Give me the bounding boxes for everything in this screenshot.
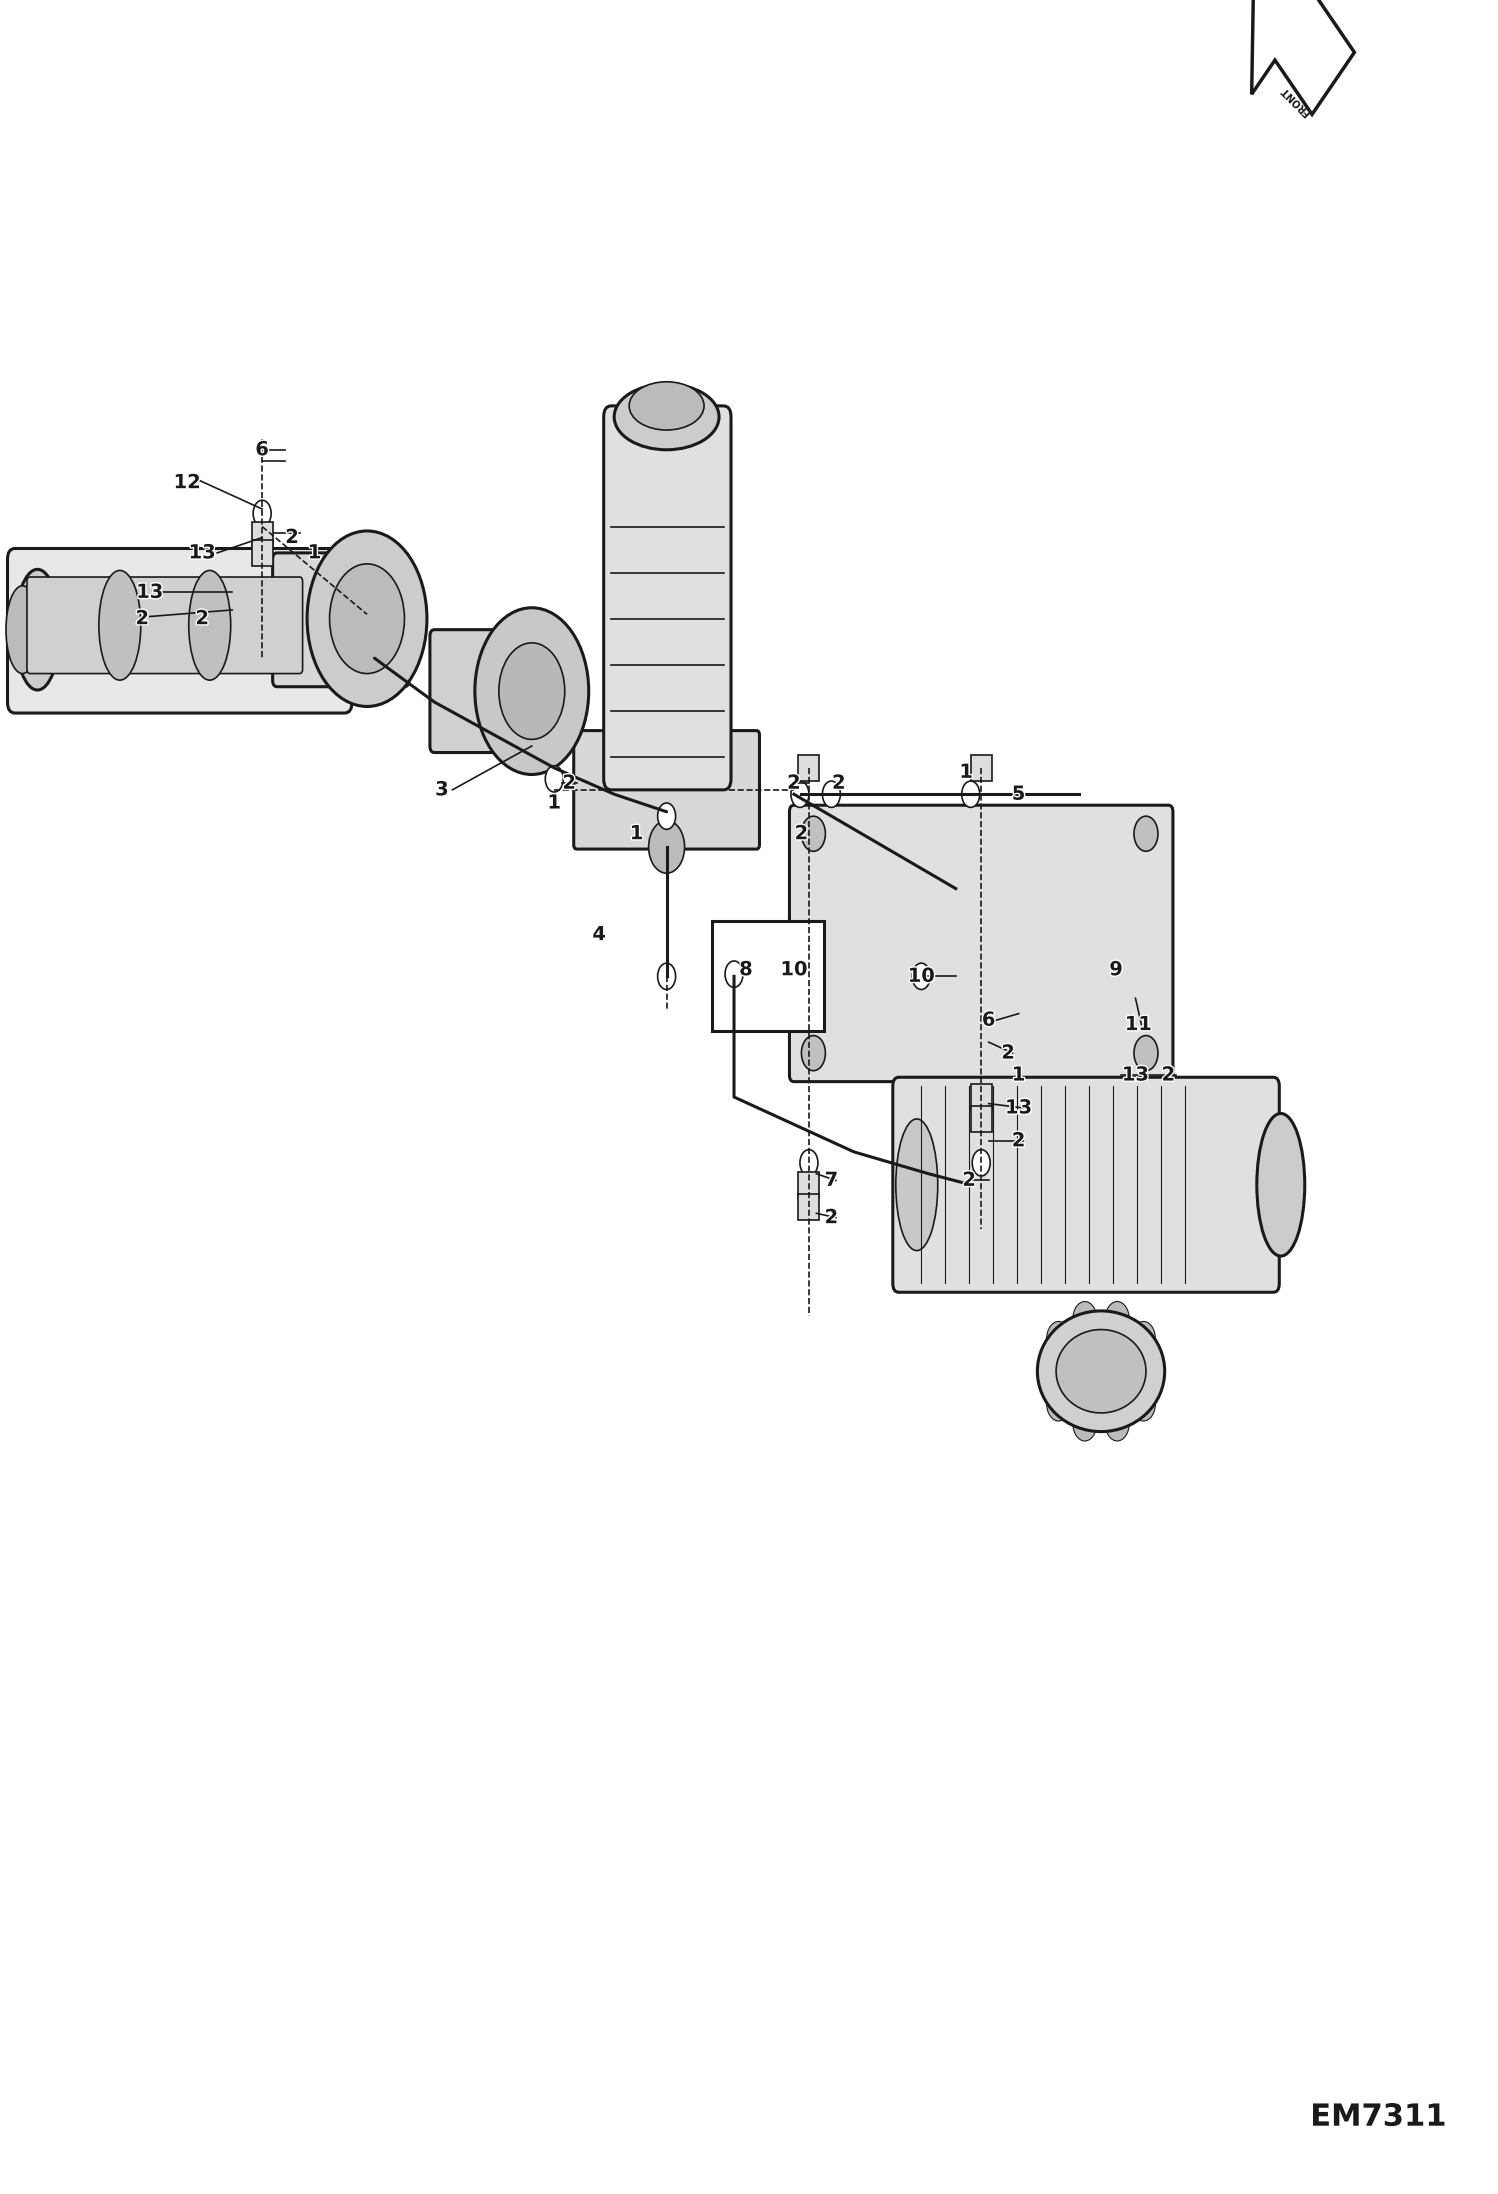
Ellipse shape bbox=[1037, 1310, 1165, 1433]
Text: 13: 13 bbox=[189, 544, 216, 562]
Text: 4: 4 bbox=[592, 926, 607, 943]
Bar bbox=[252, 522, 273, 548]
Ellipse shape bbox=[189, 570, 231, 680]
Ellipse shape bbox=[629, 382, 704, 430]
Circle shape bbox=[475, 608, 589, 774]
Text: 1: 1 bbox=[959, 764, 974, 781]
FancyBboxPatch shape bbox=[7, 548, 352, 713]
Circle shape bbox=[801, 1036, 825, 1071]
Circle shape bbox=[1037, 1354, 1061, 1389]
Circle shape bbox=[822, 781, 840, 807]
FancyBboxPatch shape bbox=[893, 1077, 1279, 1292]
Ellipse shape bbox=[99, 570, 141, 680]
Circle shape bbox=[972, 1150, 990, 1176]
Circle shape bbox=[649, 821, 685, 873]
Text: 9: 9 bbox=[1109, 961, 1124, 979]
Ellipse shape bbox=[6, 586, 39, 674]
Circle shape bbox=[1106, 1301, 1129, 1336]
Text: 10: 10 bbox=[780, 961, 807, 979]
Circle shape bbox=[725, 961, 743, 987]
Circle shape bbox=[801, 816, 825, 851]
FancyBboxPatch shape bbox=[604, 406, 731, 790]
Circle shape bbox=[545, 766, 563, 792]
Text: EM7311: EM7311 bbox=[1311, 2102, 1446, 2133]
Text: 2: 2 bbox=[831, 774, 846, 792]
FancyBboxPatch shape bbox=[574, 731, 759, 849]
Text: 2: 2 bbox=[562, 774, 577, 792]
Circle shape bbox=[1073, 1301, 1097, 1336]
Text: 2: 2 bbox=[824, 1209, 839, 1226]
FancyBboxPatch shape bbox=[27, 577, 303, 674]
Circle shape bbox=[1047, 1387, 1071, 1422]
Circle shape bbox=[330, 564, 404, 674]
Circle shape bbox=[658, 963, 676, 989]
Bar bbox=[252, 540, 273, 566]
Circle shape bbox=[912, 963, 930, 989]
Ellipse shape bbox=[614, 384, 719, 450]
Text: 2: 2 bbox=[135, 610, 150, 627]
Text: 2: 2 bbox=[786, 774, 801, 792]
Circle shape bbox=[307, 531, 427, 706]
Circle shape bbox=[1131, 1387, 1155, 1422]
Text: 1: 1 bbox=[307, 544, 322, 562]
Text: 10: 10 bbox=[908, 968, 935, 985]
Text: 1: 1 bbox=[547, 794, 562, 812]
Circle shape bbox=[791, 781, 809, 807]
Circle shape bbox=[800, 1150, 818, 1176]
Bar bbox=[971, 755, 992, 781]
Ellipse shape bbox=[896, 1119, 938, 1251]
Circle shape bbox=[1073, 1406, 1097, 1441]
Circle shape bbox=[253, 500, 271, 527]
Circle shape bbox=[1106, 1406, 1129, 1441]
Ellipse shape bbox=[1056, 1330, 1146, 1413]
Bar bbox=[971, 1106, 992, 1132]
Ellipse shape bbox=[15, 570, 60, 691]
Bar bbox=[798, 1194, 819, 1220]
Text: 5: 5 bbox=[1011, 785, 1026, 803]
Bar bbox=[798, 755, 819, 781]
Text: 12: 12 bbox=[174, 474, 201, 491]
Text: 1: 1 bbox=[629, 825, 644, 842]
Text: 13: 13 bbox=[1122, 1066, 1149, 1084]
Text: 6: 6 bbox=[255, 441, 270, 459]
FancyBboxPatch shape bbox=[789, 805, 1173, 1082]
Ellipse shape bbox=[27, 599, 48, 660]
Text: 13: 13 bbox=[1005, 1099, 1032, 1117]
Text: FRONT: FRONT bbox=[1279, 83, 1312, 118]
FancyBboxPatch shape bbox=[273, 553, 409, 687]
Text: 13: 13 bbox=[136, 584, 163, 601]
Bar bbox=[971, 1084, 992, 1110]
Text: 6: 6 bbox=[981, 1011, 996, 1029]
Text: 2: 2 bbox=[1011, 1132, 1026, 1150]
Circle shape bbox=[1141, 1354, 1165, 1389]
Circle shape bbox=[1134, 1036, 1158, 1071]
Text: 2: 2 bbox=[285, 529, 300, 546]
Circle shape bbox=[499, 643, 565, 739]
Text: 2: 2 bbox=[1161, 1066, 1176, 1084]
Polygon shape bbox=[1252, 0, 1354, 114]
Text: 11: 11 bbox=[1125, 1016, 1152, 1033]
Text: 7: 7 bbox=[824, 1172, 839, 1189]
Bar bbox=[798, 1172, 819, 1198]
Circle shape bbox=[1047, 1321, 1071, 1356]
Text: 2: 2 bbox=[1001, 1044, 1016, 1062]
Text: 2: 2 bbox=[962, 1172, 977, 1189]
Ellipse shape bbox=[1257, 1112, 1305, 1255]
Circle shape bbox=[1131, 1321, 1155, 1356]
Text: 2: 2 bbox=[195, 610, 210, 627]
Circle shape bbox=[658, 803, 676, 829]
Text: 2: 2 bbox=[794, 825, 809, 842]
Circle shape bbox=[962, 781, 980, 807]
Text: 1: 1 bbox=[1011, 1066, 1026, 1084]
Circle shape bbox=[1134, 816, 1158, 851]
Text: 3: 3 bbox=[434, 781, 449, 799]
Text: 8: 8 bbox=[739, 961, 753, 979]
FancyBboxPatch shape bbox=[430, 630, 566, 753]
Bar bbox=[712, 921, 824, 1031]
